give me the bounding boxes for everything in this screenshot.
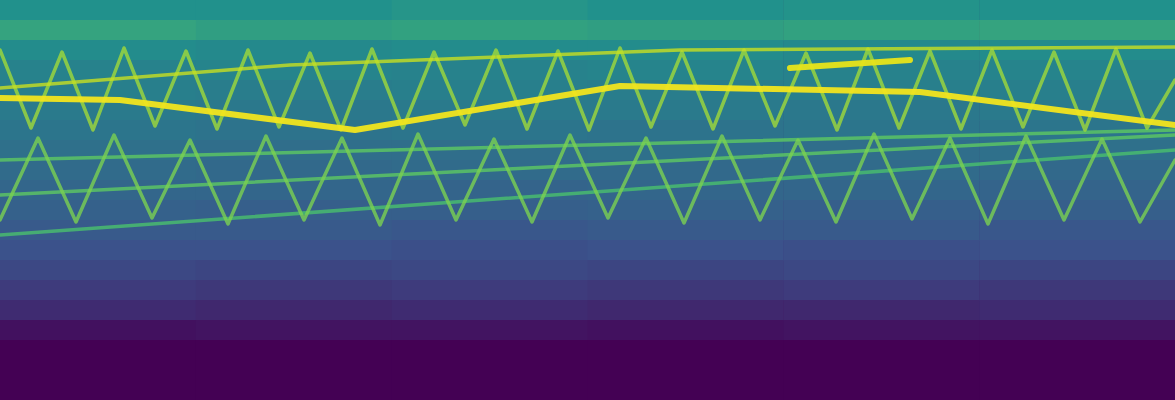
heat-cell (392, 220, 588, 241)
heat-cell (0, 240, 196, 261)
heat-cell (196, 260, 392, 281)
heat-cell (979, 320, 1175, 341)
heat-cell (588, 120, 784, 141)
heat-cell (588, 320, 784, 341)
heat-cell (979, 220, 1175, 241)
heat-cell (783, 20, 979, 41)
heat-cell (979, 380, 1175, 400)
heat-cell (588, 300, 784, 321)
heat-cell (196, 300, 392, 321)
heat-cell (979, 300, 1175, 321)
heat-cell (196, 0, 392, 21)
heat-cell (392, 280, 588, 301)
heat-cell (588, 360, 784, 381)
heat-cell (979, 260, 1175, 281)
heat-cell (0, 280, 196, 301)
frequency-track (0, 130, 1175, 160)
heat-cell (588, 260, 784, 281)
heat-cell (392, 360, 588, 381)
frequency-track (0, 134, 1175, 225)
heat-cell (783, 220, 979, 241)
heat-cell (588, 240, 784, 261)
heat-cell (979, 0, 1175, 21)
heat-cell (979, 340, 1175, 361)
heat-cell (392, 380, 588, 400)
heat-cell (196, 360, 392, 381)
heat-cell (196, 40, 392, 61)
heat-cell (196, 240, 392, 261)
frequency-track (790, 60, 910, 68)
heat-cell (783, 280, 979, 301)
heat-cell (783, 320, 979, 341)
heat-cell (0, 60, 196, 81)
heat-cell (196, 20, 392, 41)
heat-cell (979, 40, 1175, 61)
heat-cell (0, 340, 196, 361)
heat-cell (0, 260, 196, 281)
frequency-track (0, 150, 1175, 235)
heat-cell (588, 380, 784, 400)
heat-cell (196, 320, 392, 341)
heat-cell (979, 280, 1175, 301)
heat-cell (196, 220, 392, 241)
heat-cell (392, 340, 588, 361)
heat-cell (0, 0, 196, 21)
heat-cell (0, 360, 196, 381)
frequency-track (0, 48, 1175, 130)
heat-cell (392, 180, 588, 201)
heat-cell (0, 200, 196, 221)
heat-cell (979, 360, 1175, 381)
heat-cell (0, 300, 196, 321)
heat-cell (783, 0, 979, 21)
heat-cell (979, 60, 1175, 81)
plot-area (0, 0, 1175, 400)
spectrogram (0, 0, 1175, 400)
heat-cell (0, 320, 196, 341)
heat-cell (0, 40, 196, 61)
heat-cell (196, 380, 392, 400)
heat-cell (783, 340, 979, 361)
heat-cell (588, 0, 784, 21)
heat-cell (783, 200, 979, 221)
heat-cell (588, 100, 784, 121)
heat-cell (0, 20, 196, 41)
heat-cell (588, 340, 784, 361)
frequency-track (0, 86, 1175, 130)
heat-cell (588, 280, 784, 301)
heat-cell (783, 180, 979, 201)
frequency-track (0, 47, 1175, 88)
heat-cell (783, 240, 979, 261)
heat-cell (392, 20, 588, 41)
heat-cell (588, 20, 784, 41)
heat-cell (783, 300, 979, 321)
heat-cell (0, 380, 196, 400)
heat-cell (196, 280, 392, 301)
heat-cell (783, 260, 979, 281)
heat-cell (196, 340, 392, 361)
heat-cell (392, 0, 588, 21)
heat-cell (979, 240, 1175, 261)
heat-cell (392, 260, 588, 281)
heat-cell (783, 360, 979, 381)
heat-cell (392, 240, 588, 261)
heat-cell (392, 300, 588, 321)
heat-cell (979, 20, 1175, 41)
heat-cell (783, 380, 979, 400)
heat-cell (392, 320, 588, 341)
